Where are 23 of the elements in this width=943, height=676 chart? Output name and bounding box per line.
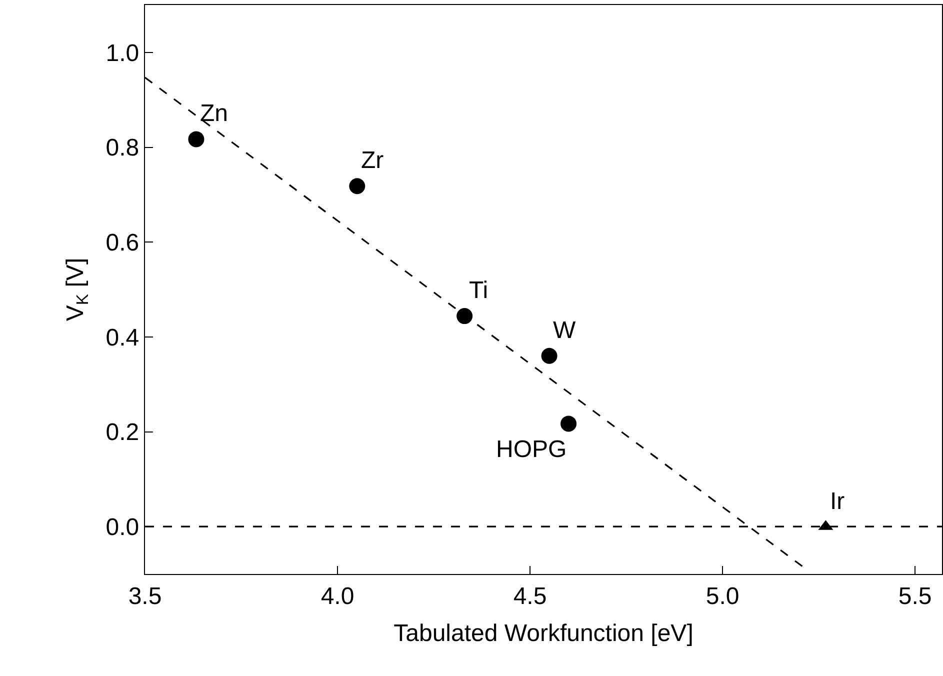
point [541, 348, 558, 364]
point [456, 308, 473, 324]
x-tick-label: 4.0 [320, 582, 354, 610]
x-tick-label: 3.5 [128, 582, 162, 610]
x-tick-label: 5.5 [898, 582, 932, 610]
y-tick-label: 0.0 [106, 514, 140, 541]
y-tick-label: 0.2 [106, 419, 140, 446]
annotation: HOPG [496, 436, 567, 463]
y-tick-label: 0.8 [106, 134, 140, 162]
annotation: Ir [830, 488, 845, 515]
point [188, 131, 204, 148]
annotation: Ti [469, 277, 488, 304]
annotation: Zr [361, 147, 384, 174]
x-tick-label: 5.0 [706, 582, 740, 610]
point [560, 416, 577, 432]
x-tick-label: 4.5 [513, 582, 547, 610]
annotation: W [553, 317, 576, 344]
annotation: Zn [200, 100, 228, 127]
y-tick-label: 0.6 [106, 229, 140, 256]
point [349, 178, 366, 194]
y-tick-label: 1.0 [106, 40, 140, 67]
x-axis-title: Tabulated Workfunction [eV] [394, 620, 694, 648]
y-tick-label: 0.4 [106, 324, 140, 352]
